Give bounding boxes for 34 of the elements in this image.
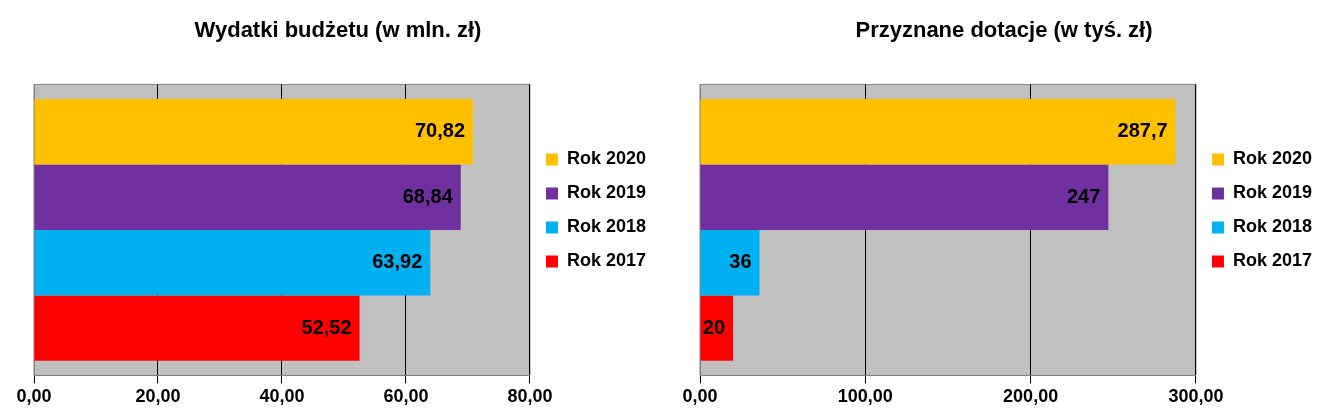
data-label: 63,92 — [372, 250, 423, 273]
x-tick-label: 200,00 — [1003, 386, 1059, 407]
bar — [700, 164, 1109, 230]
data-label: 20 — [702, 315, 726, 338]
legend-label: Rok 2019 — [566, 182, 647, 203]
bar — [700, 229, 760, 296]
x-tick-label: 0,00 — [16, 386, 52, 407]
x-tick-label: 100,00 — [837, 386, 893, 407]
legend-label: Rok 2020 — [566, 148, 647, 169]
chart-title: Wydatki budżetu (w mln. zł) — [194, 17, 482, 43]
x-tick-label: 300,00 — [1168, 386, 1224, 407]
data-label: 36 — [729, 250, 752, 273]
x-tick-label: 20,00 — [135, 386, 181, 407]
legend-label: Rok 2018 — [1232, 216, 1313, 237]
bar — [700, 98, 1176, 165]
bar — [34, 164, 461, 230]
legend-label: Rok 2017 — [566, 250, 647, 271]
x-tick-label: 80,00 — [507, 386, 553, 407]
legend-label: Rok 2017 — [1232, 250, 1313, 271]
data-label: 52,52 — [301, 315, 352, 338]
data-label: 287,7 — [1117, 119, 1168, 142]
data-label: 68,84 — [402, 184, 454, 207]
bar — [34, 295, 360, 361]
bar — [34, 98, 474, 165]
data-label: 70,82 — [414, 119, 466, 142]
legend-label: Rok 2018 — [566, 216, 647, 237]
bar — [34, 229, 431, 296]
x-tick-label: 60,00 — [383, 386, 429, 407]
x-tick-label: 40,00 — [259, 386, 305, 407]
legend-label: Rok 2020 — [1232, 148, 1313, 169]
data-label: 247 — [1066, 184, 1101, 207]
x-tick-label: 0,00 — [682, 386, 718, 407]
legend-label: Rok 2019 — [1232, 182, 1313, 203]
chart-title: Przyznane dotacje (w tyś. zł) — [855, 17, 1153, 43]
